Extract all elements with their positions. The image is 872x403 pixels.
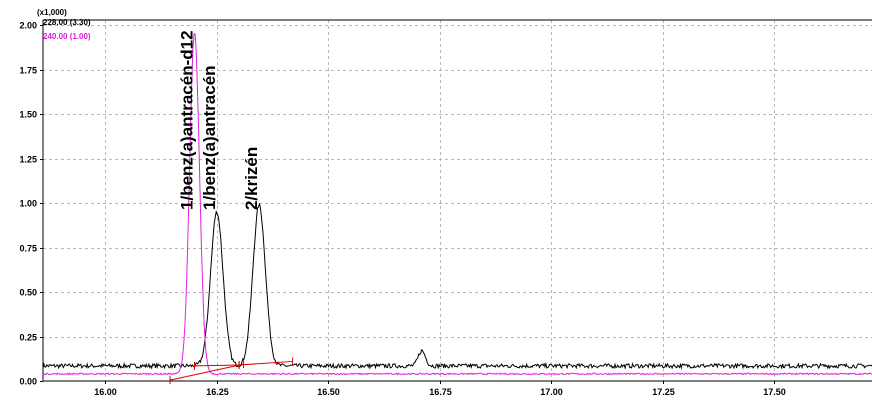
axis-layer: 0.00 0.25 0.50 0.75 1.00 1.25 1.50 1.75 2.00 16.0… [19, 19, 872, 397]
integration-baseline [169, 363, 244, 381]
x-tick-label: 16.00 [94, 387, 117, 397]
peak-annotation: 1/benz(a)antracén [200, 65, 219, 210]
integration-baseline [194, 364, 240, 367]
series-layer [42, 32, 872, 376]
integration-baseline-layer [169, 357, 294, 385]
annotation-layer: 1/benz(a)antracén-d12 1/benz(a)antracén 2/… [178, 30, 262, 210]
y-tick-label: 0.75 [19, 244, 37, 254]
x-tick-label: 16.75 [429, 387, 452, 397]
grid-layer [43, 20, 872, 381]
peak-annotation: 2/krizén [242, 147, 261, 210]
y-tick-label: 0.25 [19, 333, 37, 343]
integration-baseline [239, 360, 293, 366]
legend: (x1,000) 228.00 (3.30) 240.00 (1.00) [37, 8, 91, 41]
series-line-1 [42, 203, 872, 370]
legend-entry-228: 228.00 (3.30) [43, 18, 91, 27]
x-tick-label: 16.50 [317, 387, 340, 397]
legend-entry-240: 240.00 (1.00) [43, 32, 91, 41]
x-tick-label: 16.25 [206, 387, 229, 397]
x-tick-label: 17.50 [763, 387, 786, 397]
y-tick-label: 1.75 [19, 66, 37, 76]
scale-label: (x1,000) [37, 8, 67, 17]
y-tick-label: 1.00 [19, 199, 37, 209]
y-tick-label: 2.00 [19, 21, 37, 31]
series-line-2 [42, 32, 872, 376]
y-tick-label: 1.50 [19, 110, 37, 120]
x-tick-label: 17.00 [540, 387, 563, 397]
y-tick-label: 0.50 [19, 288, 37, 298]
x-tick-label: 17.25 [652, 387, 675, 397]
peak-annotation: 1/benz(a)antracén-d12 [178, 30, 197, 210]
y-tick-label: 0.00 [19, 377, 37, 387]
y-tick-label: 1.25 [19, 155, 37, 165]
